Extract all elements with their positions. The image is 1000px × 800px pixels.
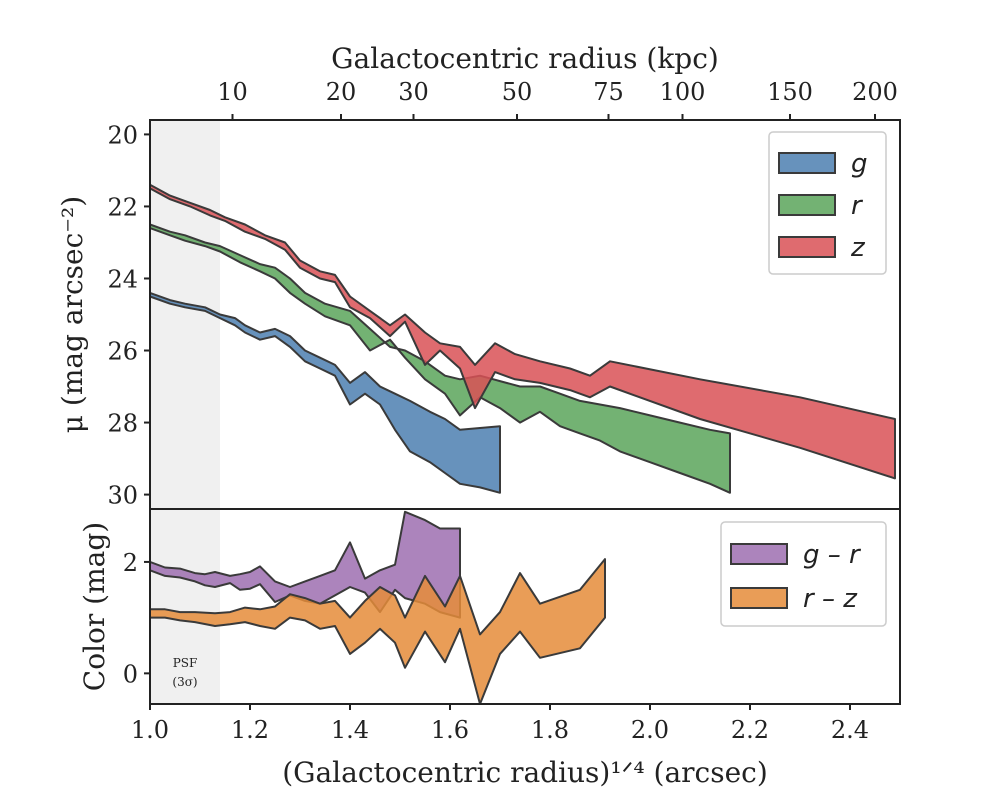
surface-brightness-bands xyxy=(149,183,896,494)
color-panel: 02 1.0 1.2 1.4 1.6 1.8 2.0 2.2 2.4 g – rr – z P… xyxy=(78,508,901,789)
top-x-ticks-kpc: 10 20 30 50 75 100 150 200 xyxy=(217,78,898,120)
bottom-legend: g – r r – z xyxy=(720,521,887,627)
y-tick-label: 30 xyxy=(107,482,138,510)
x-tick-label: 2.4 xyxy=(831,716,869,744)
bottom-y-ticks: 02 xyxy=(123,549,150,688)
top-x-tick-label: 75 xyxy=(593,78,624,106)
top-x-axis-label: Galactocentric radius (kpc) xyxy=(331,42,719,75)
top-x-tick-label: 30 xyxy=(398,78,429,106)
series-z-band xyxy=(149,183,896,480)
top-x-tick-label: 150 xyxy=(767,78,813,106)
top-y-ticks: 20 22 24 26 28 30 xyxy=(107,121,150,510)
y-tick-label: 2 xyxy=(123,549,138,577)
series-g-legend-swatch xyxy=(778,152,836,174)
x-tick-label: 2.2 xyxy=(731,716,769,744)
series-g-legend-label: g xyxy=(851,149,868,179)
psf-shaded-region xyxy=(150,509,220,704)
psf-annotation: PSF xyxy=(173,656,198,670)
x-tick-label: 1.4 xyxy=(331,716,369,744)
top-x-tick-label: 200 xyxy=(852,78,898,106)
top-x-tick-label: 10 xyxy=(217,78,248,106)
y-tick-label: 26 xyxy=(107,338,138,366)
series-z-legend-swatch xyxy=(778,236,836,258)
x-tick-label: 1.8 xyxy=(531,716,569,744)
y-tick-label: 28 xyxy=(107,410,138,438)
surface-brightness-panel: 20 22 24 26 28 30 10 20 30 50 75 100 150 200 grz Gal… xyxy=(56,42,901,510)
bottom-y-axis-label: Color (mag) xyxy=(78,522,111,691)
top-legend: grz xyxy=(768,131,887,275)
y-tick-label: 0 xyxy=(123,660,138,688)
bottom-x-ticks: 1.0 1.2 1.4 1.6 1.8 2.0 2.2 2.4 xyxy=(131,704,869,744)
top-x-tick-label: 100 xyxy=(660,78,706,106)
series-g-r-legend-label: g – r xyxy=(803,540,862,570)
top-x-tick-label: 50 xyxy=(502,78,533,106)
y-tick-label: 20 xyxy=(107,121,138,149)
series-g-r-legend-swatch xyxy=(730,543,788,565)
psf-annotation-sigma: (3σ) xyxy=(172,675,197,689)
x-tick-label: 1.0 xyxy=(131,716,169,744)
series-g-band xyxy=(149,291,501,494)
y-tick-label: 24 xyxy=(107,265,138,293)
y-tick-label: 22 xyxy=(107,193,138,221)
series-r-z-legend-swatch xyxy=(730,587,788,609)
top-y-axis-label: μ (mag arcsec⁻²) xyxy=(56,196,89,433)
color-bands xyxy=(149,510,606,705)
x-tick-label: 1.6 xyxy=(431,716,469,744)
series-r-legend-label: r xyxy=(851,191,864,221)
series-r-z-legend-label: r – z xyxy=(803,584,858,614)
series-r-band xyxy=(149,223,731,494)
x-tick-label: 1.2 xyxy=(231,716,269,744)
series-r-legend-swatch xyxy=(778,194,836,216)
series-z-legend-label: z xyxy=(850,233,866,263)
bottom-plot-frame xyxy=(149,508,901,705)
psf-shaded-region xyxy=(150,120,220,509)
x-tick-label: 2.0 xyxy=(631,716,669,744)
top-x-tick-label: 20 xyxy=(326,78,357,106)
bottom-x-axis-label: (Galactocentric radius)¹ᐟ⁴ (arcsec) xyxy=(282,756,768,789)
series-r-z-band xyxy=(149,558,606,705)
